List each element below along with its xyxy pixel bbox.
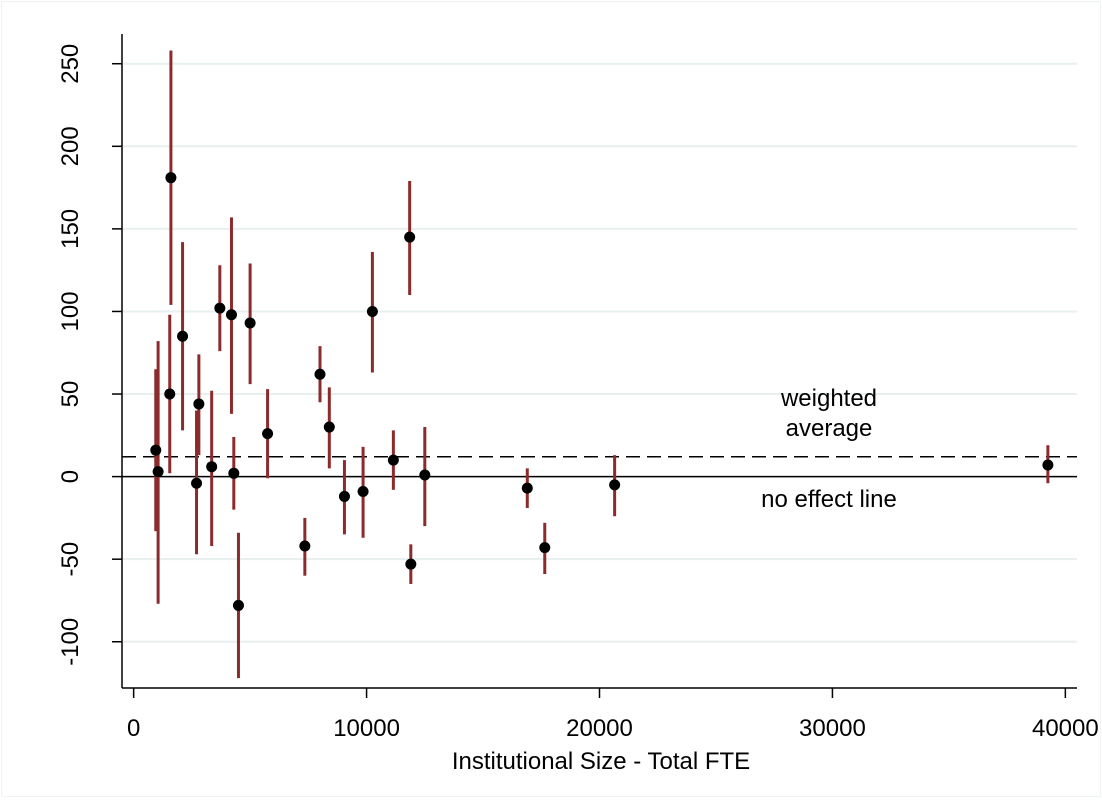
x-tick-label: 40000 [1032,715,1099,742]
chart-labels: Institutional Size - Total FTE weighted a… [452,385,897,775]
data-point [539,542,551,554]
data-point [323,421,335,433]
data-point [206,461,218,473]
data-point [191,477,203,489]
no-effect-label: no effect line [761,486,897,513]
data-point [1042,459,1054,471]
data-point [419,469,431,481]
data-point [214,302,226,314]
data-point [232,599,244,611]
data-point [314,368,326,380]
data-point [262,428,274,440]
y-tick-label: 200 [57,126,84,166]
y-tick-label: 50 [57,381,84,408]
data-point [357,485,369,497]
y-tick-label: 100 [57,291,84,331]
data-point [193,398,205,410]
x-tick-label: 20000 [566,715,633,742]
y-tick-label: -100 [57,618,84,666]
data-point [609,479,621,491]
data-point [150,444,162,456]
axes: -100 -50 0 50 100 150 200 250 0 10000 20000 30000 40… [57,34,1099,742]
y-tick-label: 250 [57,44,84,84]
data-point [177,330,189,342]
data-point [405,558,417,570]
data-point [164,388,176,400]
data-point [165,172,177,184]
data-points [150,172,1054,611]
data-point [404,231,416,243]
data-point [225,309,237,321]
data-point [366,305,378,317]
x-tick-label: 0 [127,715,140,742]
data-point [338,490,350,502]
data-point [228,467,240,479]
data-point [387,454,399,466]
weighted-average-label: weighted [780,385,877,412]
reference-lines [122,456,1077,478]
weighted-average-label: average [786,415,873,442]
x-axis-title: Institutional Size - Total FTE [452,748,750,775]
y-tick-label: -50 [57,542,84,577]
x-tick-label: 30000 [799,715,866,742]
y-tick-label: 0 [57,470,84,483]
data-point [152,466,164,478]
data-point [244,317,256,329]
x-tick-label: 10000 [333,715,400,742]
data-point [299,540,311,552]
y-tick-label: 150 [57,209,84,249]
data-point [521,482,533,494]
